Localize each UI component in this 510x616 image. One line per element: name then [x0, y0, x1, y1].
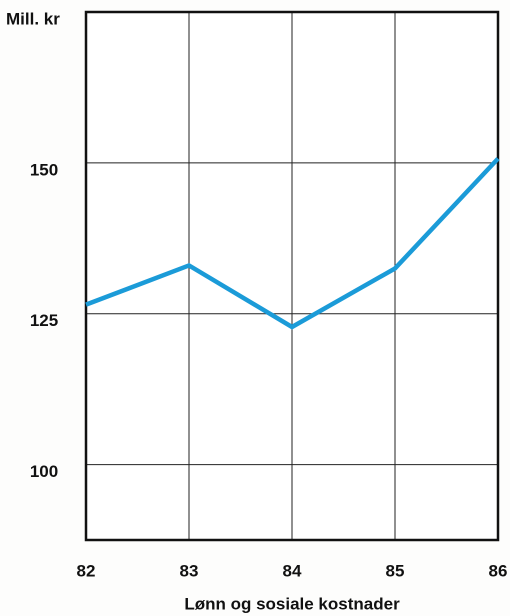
x-tick-label: 84 — [283, 561, 302, 580]
y-tick-label: 125 — [30, 311, 58, 330]
plot-border — [84, 10, 500, 542]
y-tick-label: 150 — [30, 160, 58, 179]
x-axis-label: Lønn og sosiale kostnader — [184, 594, 400, 613]
x-tick-label: 85 — [386, 561, 405, 580]
data-line — [85, 157, 500, 330]
x-tick-label: 83 — [180, 561, 199, 580]
x-tick-label: 86 — [489, 561, 508, 580]
y-axis-label: Mill. kr — [6, 9, 60, 28]
y-tick-label: 100 — [30, 462, 58, 481]
x-tick-label: 82 — [77, 561, 96, 580]
